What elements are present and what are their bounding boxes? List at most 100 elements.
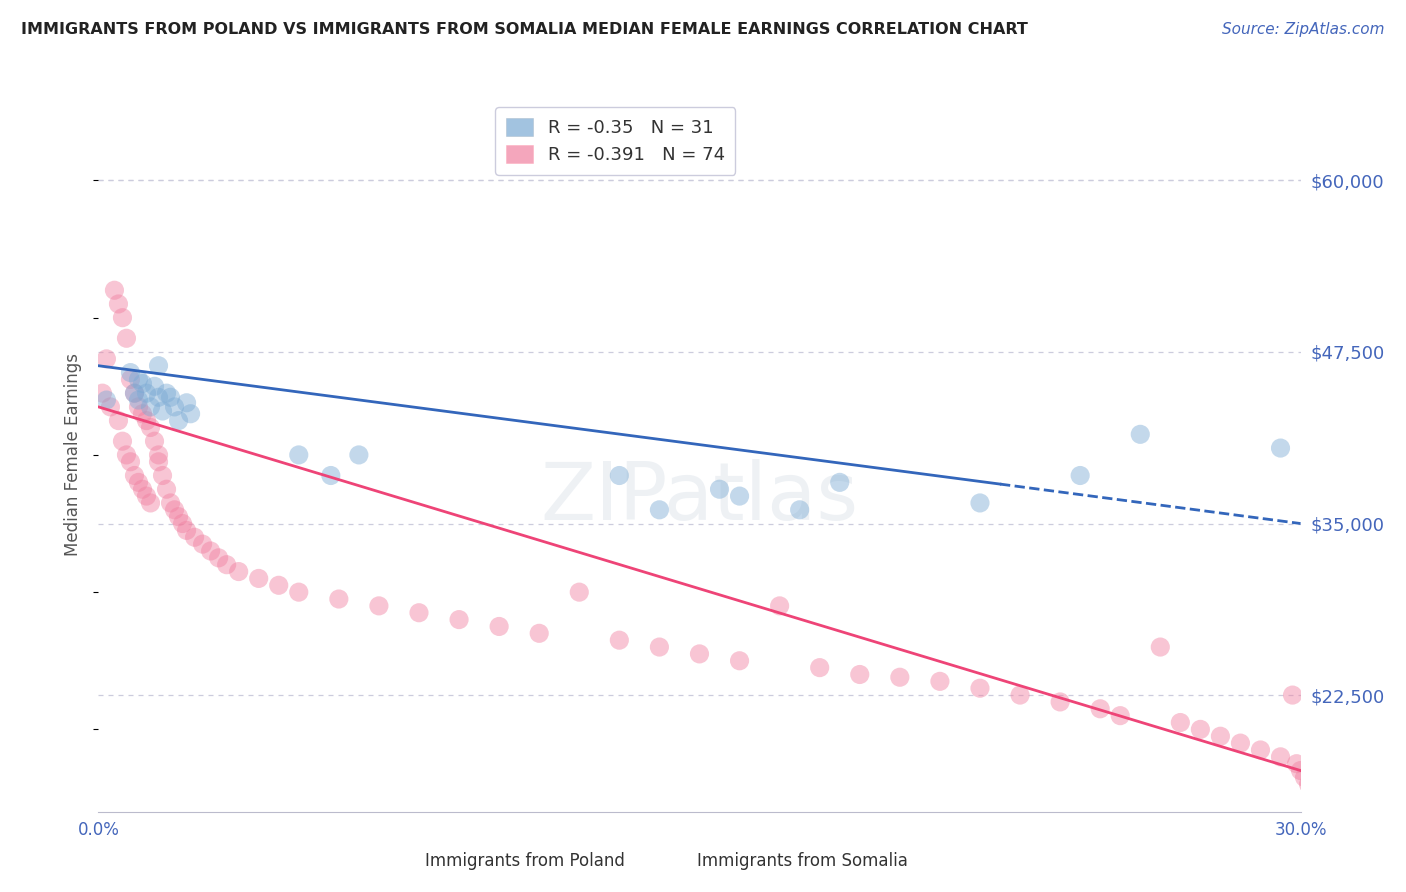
Point — [128, 392, 150, 407]
Point — [172, 516, 194, 531]
Point — [267, 578, 290, 592]
Point — [215, 558, 238, 572]
Point — [163, 400, 186, 414]
Point — [1088, 702, 1111, 716]
Point — [96, 392, 118, 407]
Point — [152, 468, 174, 483]
Point — [176, 396, 198, 410]
Point — [1270, 441, 1292, 455]
Point — [100, 400, 122, 414]
Point — [159, 496, 181, 510]
Point — [167, 414, 190, 428]
Point — [1149, 640, 1171, 654]
Point — [828, 475, 851, 490]
Point — [529, 626, 551, 640]
Point — [288, 585, 311, 599]
Point — [1129, 427, 1152, 442]
Point — [103, 283, 125, 297]
Point — [728, 489, 751, 503]
Point — [1010, 688, 1032, 702]
Point — [128, 475, 150, 490]
Point — [808, 660, 831, 674]
Point — [135, 489, 157, 503]
Point — [1170, 715, 1192, 730]
Point — [143, 379, 166, 393]
Point — [143, 434, 166, 449]
Point — [408, 606, 430, 620]
Point — [288, 448, 311, 462]
Point — [183, 530, 205, 544]
Point — [91, 386, 114, 401]
Point — [228, 565, 250, 579]
Point — [1285, 756, 1308, 771]
Point — [488, 619, 510, 633]
Point — [1250, 743, 1272, 757]
Point — [135, 414, 157, 428]
Point — [191, 537, 214, 551]
Y-axis label: Median Female Earnings: Median Female Earnings — [65, 353, 83, 557]
Point — [609, 633, 631, 648]
Point — [167, 509, 190, 524]
Point — [689, 647, 711, 661]
Point — [135, 386, 157, 401]
Point — [111, 310, 134, 325]
Point — [124, 386, 146, 401]
Point — [1069, 468, 1091, 483]
Point — [124, 468, 146, 483]
Point — [124, 386, 146, 401]
Point — [347, 448, 370, 462]
Point — [728, 654, 751, 668]
Point — [148, 390, 170, 404]
Point — [929, 674, 952, 689]
Text: Source: ZipAtlas.com: Source: ZipAtlas.com — [1222, 22, 1385, 37]
Text: Immigrants from Poland: Immigrants from Poland — [425, 852, 624, 870]
Point — [139, 420, 162, 434]
Point — [1109, 708, 1132, 723]
Point — [180, 407, 202, 421]
Point — [155, 386, 177, 401]
Point — [769, 599, 792, 613]
Point — [368, 599, 391, 613]
Point — [1298, 777, 1320, 791]
Point — [709, 482, 731, 496]
Legend: R = -0.35   N = 31, R = -0.391   N = 74: R = -0.35 N = 31, R = -0.391 N = 74 — [495, 107, 735, 175]
Point — [1229, 736, 1251, 750]
Point — [648, 503, 671, 517]
Point — [96, 351, 118, 366]
Point — [128, 372, 150, 386]
Point — [139, 400, 162, 414]
Point — [1209, 729, 1232, 743]
Point — [152, 404, 174, 418]
Point — [107, 297, 129, 311]
Point — [247, 571, 270, 585]
Point — [1289, 764, 1312, 778]
Point — [111, 434, 134, 449]
Point — [139, 496, 162, 510]
Point — [107, 414, 129, 428]
Text: Immigrants from Somalia: Immigrants from Somalia — [697, 852, 908, 870]
Point — [849, 667, 872, 681]
Point — [568, 585, 591, 599]
Point — [319, 468, 342, 483]
Point — [155, 482, 177, 496]
Point — [120, 366, 142, 380]
Point — [163, 503, 186, 517]
Point — [128, 400, 150, 414]
Point — [148, 455, 170, 469]
Point — [969, 496, 991, 510]
Point — [648, 640, 671, 654]
Point — [115, 331, 138, 345]
Point — [120, 372, 142, 386]
Point — [328, 592, 350, 607]
Point — [1270, 749, 1292, 764]
Point — [131, 482, 153, 496]
Text: IMMIGRANTS FROM POLAND VS IMMIGRANTS FROM SOMALIA MEDIAN FEMALE EARNINGS CORRELA: IMMIGRANTS FROM POLAND VS IMMIGRANTS FRO… — [21, 22, 1028, 37]
Point — [200, 544, 222, 558]
Point — [609, 468, 631, 483]
Point — [159, 390, 181, 404]
Point — [148, 359, 170, 373]
Point — [789, 503, 811, 517]
Point — [889, 670, 911, 684]
Point — [1049, 695, 1071, 709]
Point — [1294, 771, 1316, 785]
